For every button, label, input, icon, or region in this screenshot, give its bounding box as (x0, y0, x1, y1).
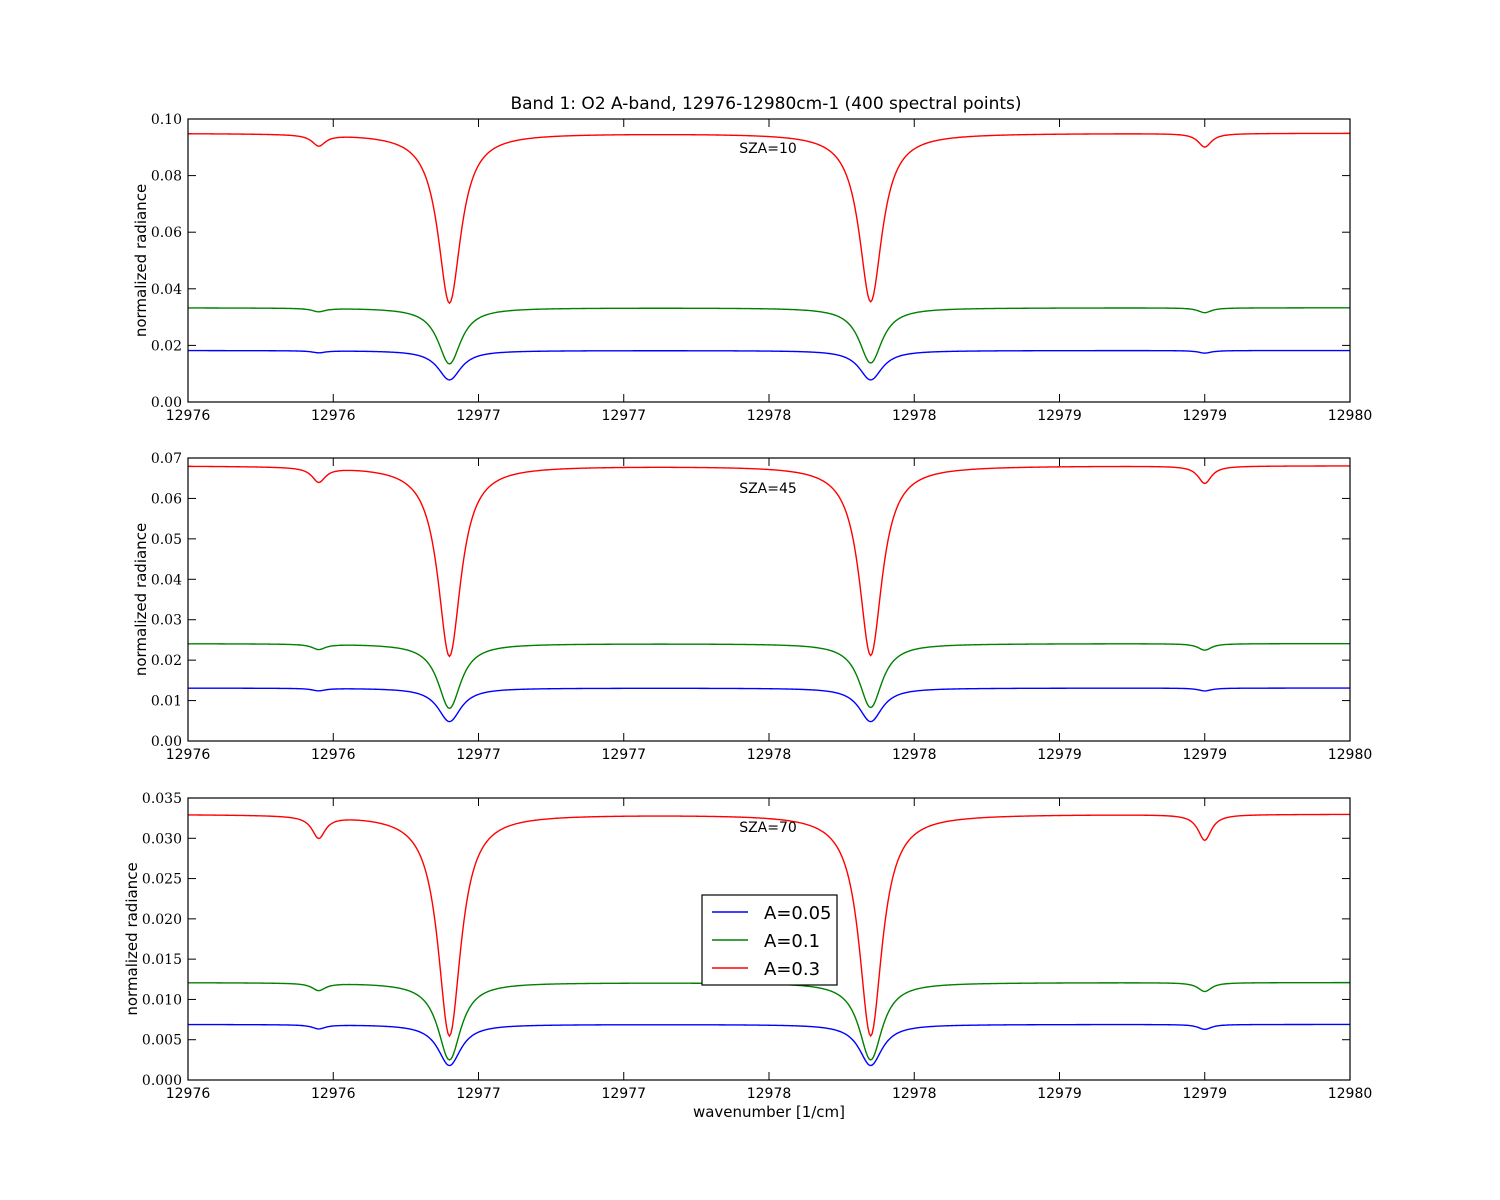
x-tick-label: 12979 (1182, 408, 1227, 424)
y-tick-label: 0.00 (151, 734, 182, 750)
y-tick-label: 0.02 (151, 338, 182, 354)
x-tick-label: 12977 (456, 408, 501, 424)
y-tick-label: 0.015 (142, 952, 182, 968)
x-tick-label: 12977 (601, 1086, 646, 1102)
y-tick-label: 0.06 (151, 491, 182, 507)
series-line (188, 1023, 1350, 1067)
y-axis-label: normalized radiance (132, 523, 150, 676)
x-tick-label: 12978 (747, 408, 792, 424)
panel-2: 12976 12976 12977 12977 12978 12978 12979 12979… (132, 451, 1372, 763)
sza-annotation: SZA=70 (739, 820, 797, 836)
x-tick-label: 12978 (892, 747, 937, 763)
x-tick-label: 12976 (311, 747, 356, 763)
x-tick-label: 12979 (1182, 747, 1227, 763)
y-tick-label: 0.04 (151, 282, 182, 298)
x-tick-label: 12976 (166, 747, 211, 763)
legend: A=0.05 A=0.1 A=0.3 (701, 894, 838, 986)
x-tick-label: 12978 (747, 1086, 792, 1102)
y-tick-label: 0.03 (151, 613, 182, 629)
y-tick-label: 0.04 (151, 572, 182, 588)
series-line (188, 307, 1350, 365)
x-axis-label: wavenumber [1/cm] (693, 1103, 845, 1121)
y-tick-label: 0.025 (142, 872, 182, 888)
x-tick-label: 12977 (456, 1086, 501, 1102)
x-tick-label: 12976 (311, 408, 356, 424)
y-tick-label: 0.005 (142, 1033, 182, 1049)
y-tick-label: 0.07 (151, 451, 182, 467)
y-tick-label: 0.035 (142, 791, 182, 807)
x-tick-label: 12979 (1037, 408, 1082, 424)
x-tick-label: 12976 (311, 1086, 356, 1102)
series-group (188, 132, 1350, 381)
series-line (188, 132, 1350, 305)
series-line (188, 465, 1350, 658)
series-line (188, 349, 1350, 381)
x-tick-label: 12979 (1182, 1086, 1227, 1102)
panel-1: 12976 12976 12977 12977 12978 12978 12979 12979… (132, 112, 1372, 424)
legend-label: A=0.05 (764, 903, 831, 924)
y-axis-label: normalized radiance (123, 862, 141, 1015)
y-tick-label: 0.01 (151, 694, 182, 710)
y-tick-label: 0.000 (142, 1073, 182, 1089)
x-tick-label: 12979 (1037, 747, 1082, 763)
x-tick-label: 12980 (1328, 747, 1373, 763)
series-line (188, 813, 1350, 1038)
figure-title: Band 1: O2 A-band, 12976-12980cm-1 (400 … (510, 94, 1021, 114)
sza-annotation: SZA=10 (739, 141, 797, 157)
y-axis-label: normalized radiance (132, 184, 150, 337)
sza-annotation: SZA=45 (739, 481, 797, 497)
x-tick-label: 12978 (747, 747, 792, 763)
series-group (188, 465, 1350, 723)
panel-3: 12976 12976 12977 12977 12978 12978 12979 12979… (123, 791, 1372, 1121)
x-tick-label: 12979 (1037, 1086, 1082, 1102)
legend-label: A=0.1 (764, 931, 820, 952)
y-tick-label: 0.00 (151, 395, 182, 411)
y-tick-label: 0.010 (142, 992, 182, 1008)
y-tick-label: 0.02 (151, 653, 182, 669)
x-tick-label: 12976 (166, 1086, 211, 1102)
x-tick-label: 12976 (166, 408, 211, 424)
x-tick-label: 12977 (456, 747, 501, 763)
x-tick-label: 12977 (601, 747, 646, 763)
x-tick-label: 12980 (1328, 1086, 1373, 1102)
y-tick-label: 0.030 (142, 831, 182, 847)
y-tick-label: 0.08 (151, 169, 182, 185)
x-tick-label: 12980 (1328, 408, 1373, 424)
y-tick-label: 0.020 (142, 912, 182, 928)
y-tick-label: 0.10 (151, 112, 182, 128)
x-tick-label: 12978 (892, 408, 937, 424)
series-line (188, 687, 1350, 723)
x-tick-label: 12978 (892, 1086, 937, 1102)
y-tick-label: 0.05 (151, 532, 182, 548)
legend-label: A=0.3 (764, 959, 820, 980)
panels: 12976 12976 12977 12977 12978 12978 12979 12979… (123, 112, 1372, 1121)
series-line (188, 642, 1350, 710)
y-tick-label: 0.06 (151, 225, 182, 241)
x-tick-label: 12977 (601, 408, 646, 424)
